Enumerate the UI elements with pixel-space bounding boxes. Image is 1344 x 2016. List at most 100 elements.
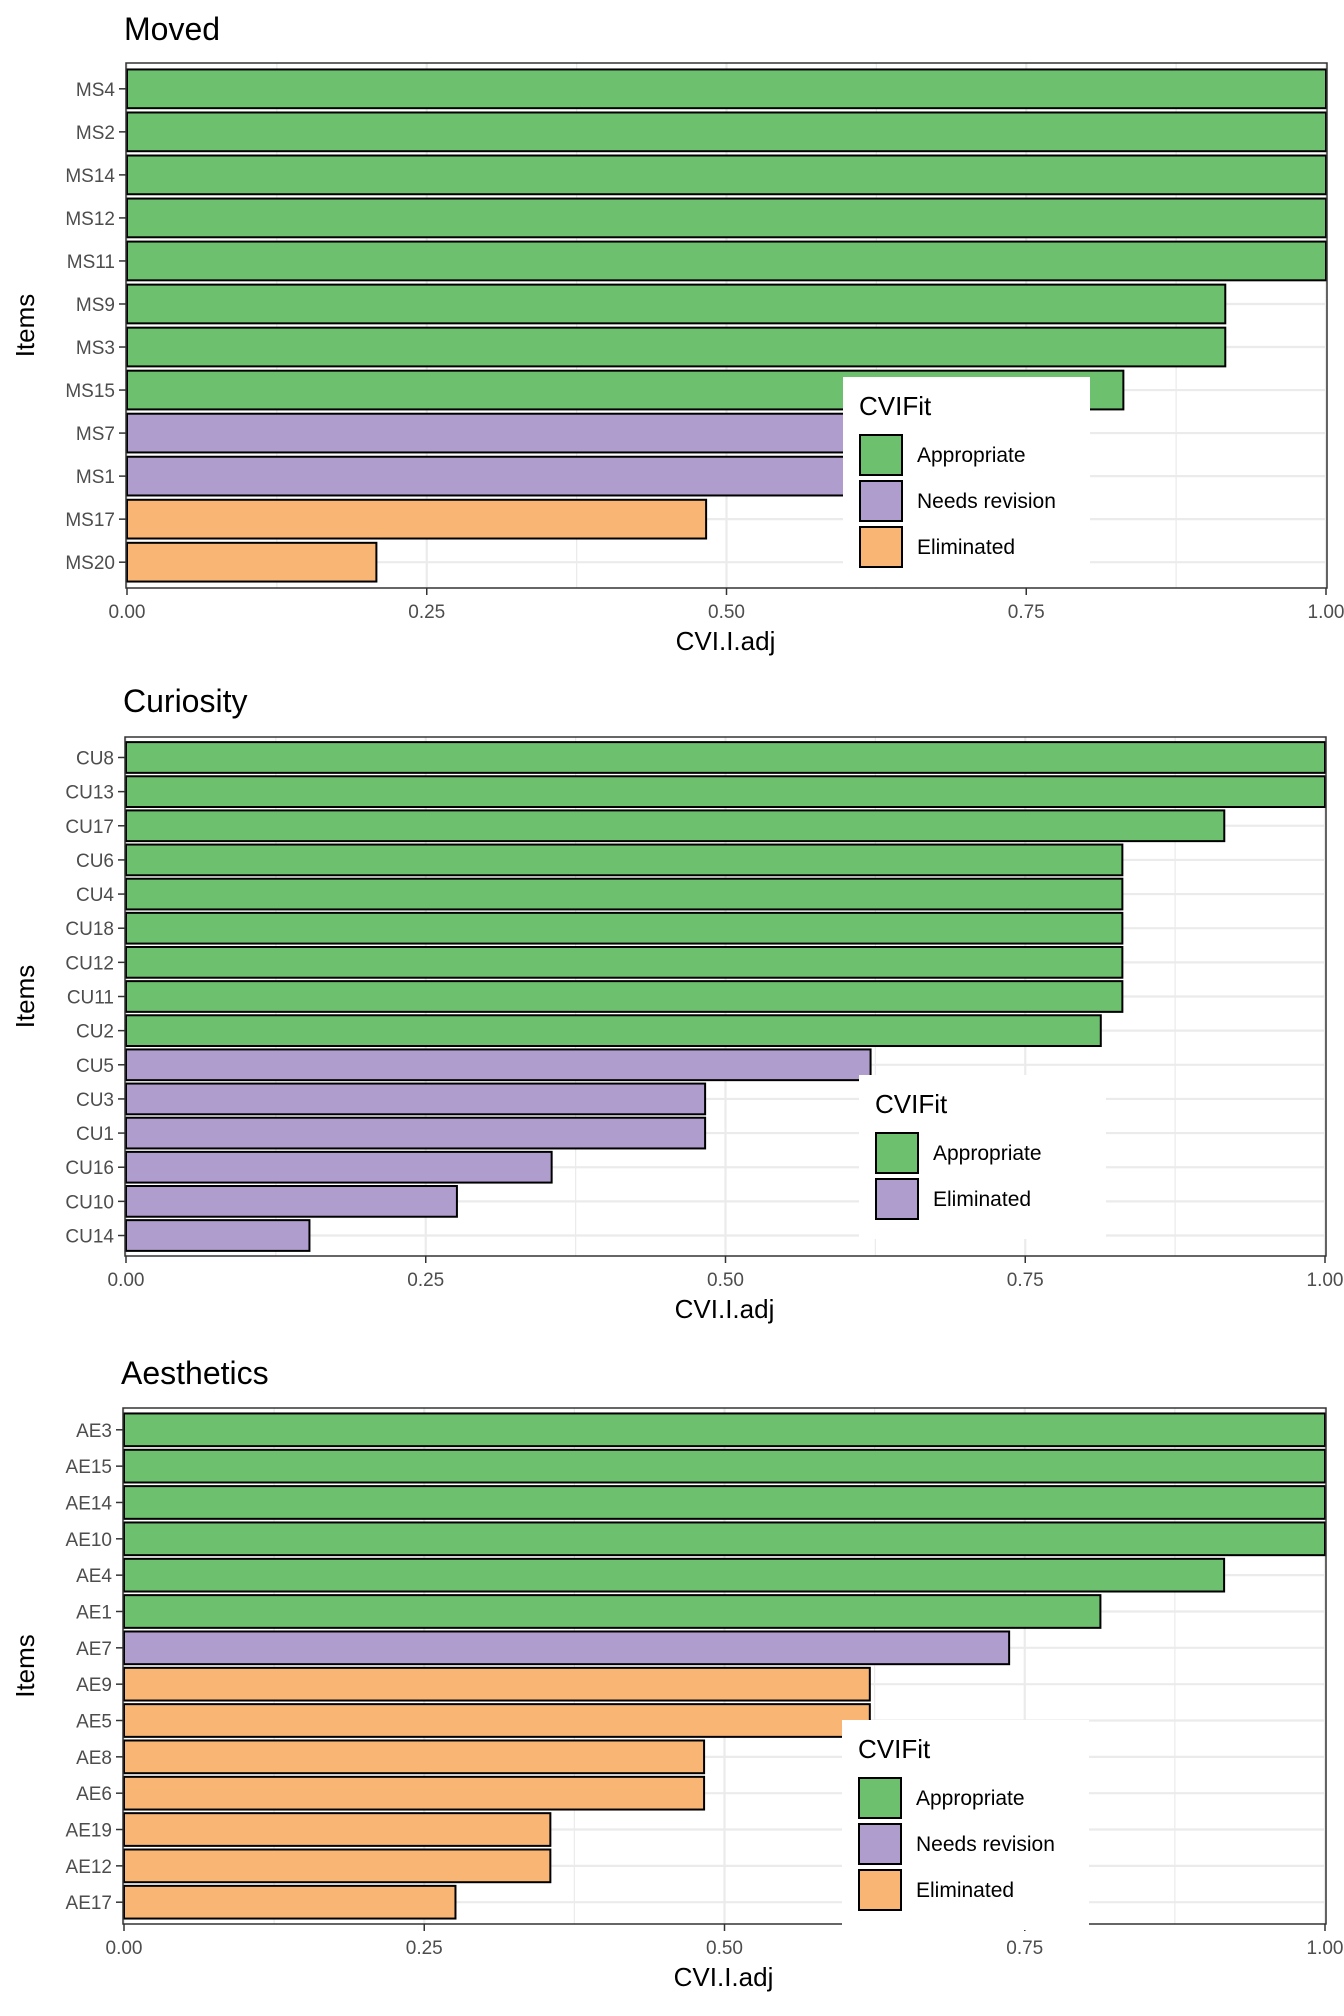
x-tick-label: 1.00 <box>1307 1938 1344 1959</box>
bar-ms2 <box>126 111 1327 153</box>
y-tick-label: AE5 <box>76 1712 112 1733</box>
y-tick-label: CU4 <box>76 885 114 906</box>
y-tick-label: CU17 <box>65 817 114 838</box>
bar-cu16 <box>125 1150 553 1184</box>
y-tick-label: MS15 <box>65 381 115 402</box>
bar-cu6 <box>125 843 1124 877</box>
y-tick-label: MS1 <box>76 467 115 488</box>
bar-ms17 <box>126 498 708 540</box>
legend-label: Eliminated <box>917 536 1015 559</box>
y-tick-label: AE1 <box>76 1602 112 1623</box>
y-axis-title: Items <box>10 294 40 358</box>
y-tick-label: CU2 <box>76 1022 114 1043</box>
bar-cu12 <box>125 945 1124 979</box>
bar-ms12 <box>126 197 1327 239</box>
y-tick-label: CU16 <box>65 1158 114 1179</box>
y-tick-label: CU6 <box>76 851 114 872</box>
bar-cu13 <box>125 775 1326 808</box>
y-tick-label: CU8 <box>76 748 114 769</box>
x-axis-title: CVI.I.adj <box>676 626 776 656</box>
legend-key-appropriate <box>859 434 903 476</box>
legend-key-needs-revision <box>875 1178 919 1220</box>
bar-ae17 <box>123 1884 457 1920</box>
y-tick-label: AE10 <box>66 1530 112 1551</box>
bar-ae19 <box>123 1812 552 1847</box>
y-tick-label: AE14 <box>66 1493 113 1514</box>
legend-label: Eliminated <box>916 1879 1014 1902</box>
bar-ms14 <box>126 154 1327 196</box>
legend-label: Appropriate <box>917 444 1026 467</box>
legend-label: Needs revision <box>917 490 1056 513</box>
bar-cu18 <box>125 911 1124 945</box>
legend-title: CVIFit <box>858 1734 931 1764</box>
y-axis-title: Items <box>10 965 40 1029</box>
legend-key-needs-revision <box>859 480 903 522</box>
x-tick-label: 1.00 <box>1307 1270 1344 1291</box>
bar-ae9 <box>123 1666 871 1702</box>
legend-title: CVIFit <box>859 391 932 421</box>
bar-ms11 <box>126 240 1327 282</box>
bar-cu4 <box>125 877 1124 911</box>
x-tick-label: 0.75 <box>1007 1270 1044 1291</box>
y-tick-label: CU13 <box>65 783 114 804</box>
x-tick-label: 0.50 <box>706 1938 743 1959</box>
y-tick-label: AE3 <box>76 1421 112 1442</box>
x-tick-label: 1.00 <box>1308 602 1344 623</box>
y-tick-label: AE6 <box>76 1784 112 1805</box>
y-tick-label: AE7 <box>76 1639 112 1660</box>
y-tick-label: CU18 <box>65 919 114 940</box>
bar-ae15 <box>123 1448 1326 1484</box>
chart-panel-curiosity: Curiosity CU8 CU13 CU17 CU6 CU4 CU18 CU12 CU11 CU… <box>10 683 1344 1324</box>
bar-ae6 <box>123 1775 706 1811</box>
legend-key-eliminated <box>859 526 903 568</box>
x-tick-label: 0.00 <box>109 602 146 623</box>
bar-ae7 <box>123 1630 1011 1666</box>
bar-ms9 <box>126 283 1227 325</box>
y-tick-label: MS14 <box>65 166 115 187</box>
bar-ms3 <box>126 326 1227 368</box>
x-tick-label: 0.50 <box>707 1270 744 1291</box>
y-tick-label: CU12 <box>65 953 114 974</box>
y-tick-label: AE15 <box>66 1457 112 1478</box>
y-tick-label: AE19 <box>66 1821 112 1842</box>
bar-cu14 <box>125 1219 311 1252</box>
y-tick-label: MS7 <box>76 424 115 445</box>
x-tick-label: 0.25 <box>408 602 445 623</box>
bar-ae8 <box>123 1739 706 1775</box>
y-tick-label: AE4 <box>76 1566 112 1587</box>
y-tick-label: MS4 <box>76 80 116 101</box>
panel-title: Aesthetics <box>121 1355 269 1391</box>
chart-panel-aesthetics: Aesthetics AE3 AE15 AE14 AE10 AE4 AE1 AE7 AE9 AE5… <box>10 1355 1344 1992</box>
panel-title: Moved <box>124 11 220 47</box>
bar-cu11 <box>125 980 1124 1013</box>
y-tick-label: CU3 <box>76 1090 114 1111</box>
bar-ae14 <box>123 1485 1326 1520</box>
y-tick-label: AE9 <box>76 1675 112 1696</box>
legend-label: Appropriate <box>933 1142 1042 1165</box>
y-axis-title: Items <box>10 1634 40 1698</box>
bar-cu8 <box>125 741 1326 774</box>
y-tick-label: CU11 <box>67 988 114 1009</box>
legend-title: CVIFit <box>875 1089 948 1119</box>
y-tick-label: MS3 <box>76 338 115 359</box>
bar-ms4 <box>126 68 1327 110</box>
bar-ae5 <box>123 1703 871 1738</box>
bar-ae12 <box>123 1848 552 1884</box>
y-tick-label: AE8 <box>76 1748 112 1769</box>
legend: CVIFit Appropriate Eliminated <box>859 1075 1106 1239</box>
bar-cu3 <box>125 1082 707 1116</box>
x-tick-label: 0.75 <box>1008 602 1045 623</box>
legend-label: Appropriate <box>916 1787 1025 1810</box>
x-tick-label: 0.00 <box>108 1270 145 1291</box>
y-tick-label: MS9 <box>76 295 115 316</box>
bar-ae3 <box>123 1412 1326 1448</box>
y-tick-label: AE12 <box>66 1857 112 1878</box>
bar-ae1 <box>123 1594 1102 1629</box>
x-tick-label: 0.25 <box>407 1270 444 1291</box>
x-tick-label: 0.25 <box>406 1938 443 1959</box>
x-axis-title: CVI.I.adj <box>674 1962 774 1992</box>
legend: CVIFit Appropriate Needs revision Eliminate… <box>842 1720 1089 1930</box>
y-tick-label: AE17 <box>66 1893 112 1914</box>
y-tick-label: MS20 <box>65 553 115 574</box>
